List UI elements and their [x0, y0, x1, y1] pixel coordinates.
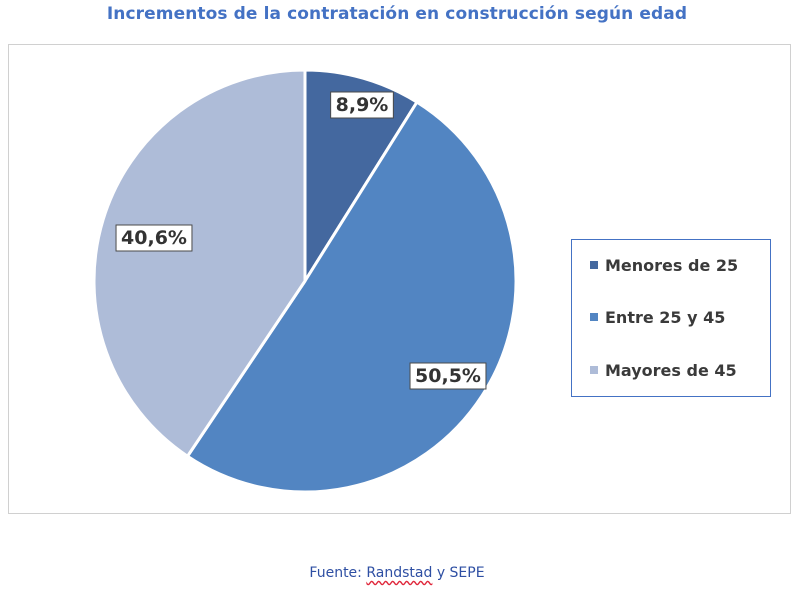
- pie-slice-menores-25: [303, 68, 419, 283]
- source-suffix: y SEPE: [436, 565, 485, 581]
- legend-swatch-entre-25-45: [590, 313, 598, 321]
- data-label-box-entre-25-45: [409, 362, 487, 390]
- data-label-box-menores-25: [330, 91, 394, 119]
- source-prefix: Fuente:: [309, 565, 362, 581]
- data-label-entre-25-45: 50,5%: [409, 362, 487, 390]
- legend-label-mayores-45: Mayores de 45: [605, 361, 737, 380]
- data-label-text-entre-25-45: 50,5%: [415, 365, 481, 387]
- legend-item-mayores-45: Mayores de 45: [590, 359, 737, 383]
- legend-swatch-mayores-45: [590, 366, 598, 374]
- chart-area: 8,9% 50,5% 40,6% Menores de 25 Entre 25 y …: [8, 44, 791, 514]
- data-label-mayores-45: 40,6%: [115, 224, 193, 252]
- legend-item-menores-25: Menores de 25: [590, 254, 738, 278]
- source-note: Fuente: Randstad y SEPE: [0, 565, 794, 581]
- legend-item-entre-25-45: Entre 25 y 45: [590, 306, 725, 330]
- data-label-menores-25: 8,9%: [330, 91, 394, 119]
- chart-legend: Menores de 25 Entre 25 y 45 Mayores de 4…: [571, 239, 771, 397]
- pie-chart: 8,9% 50,5% 40,6%: [92, 68, 518, 494]
- pie-slice-mayores-45: [92, 68, 307, 458]
- data-label-box-mayores-45: [115, 224, 193, 252]
- legend-swatch-menores-25: [590, 261, 598, 269]
- chart-title: Incrementos de la contratación en constr…: [106, 4, 688, 24]
- data-label-text-mayores-45: 40,6%: [121, 227, 187, 249]
- source-name: Randstad: [366, 565, 433, 581]
- data-label-text-menores-25: 8,9%: [336, 94, 389, 116]
- legend-label-menores-25: Menores de 25: [605, 256, 739, 275]
- legend-label-entre-25-45: Entre 25 y 45: [605, 308, 726, 327]
- pie-slice-entre-25-45: [185, 100, 518, 494]
